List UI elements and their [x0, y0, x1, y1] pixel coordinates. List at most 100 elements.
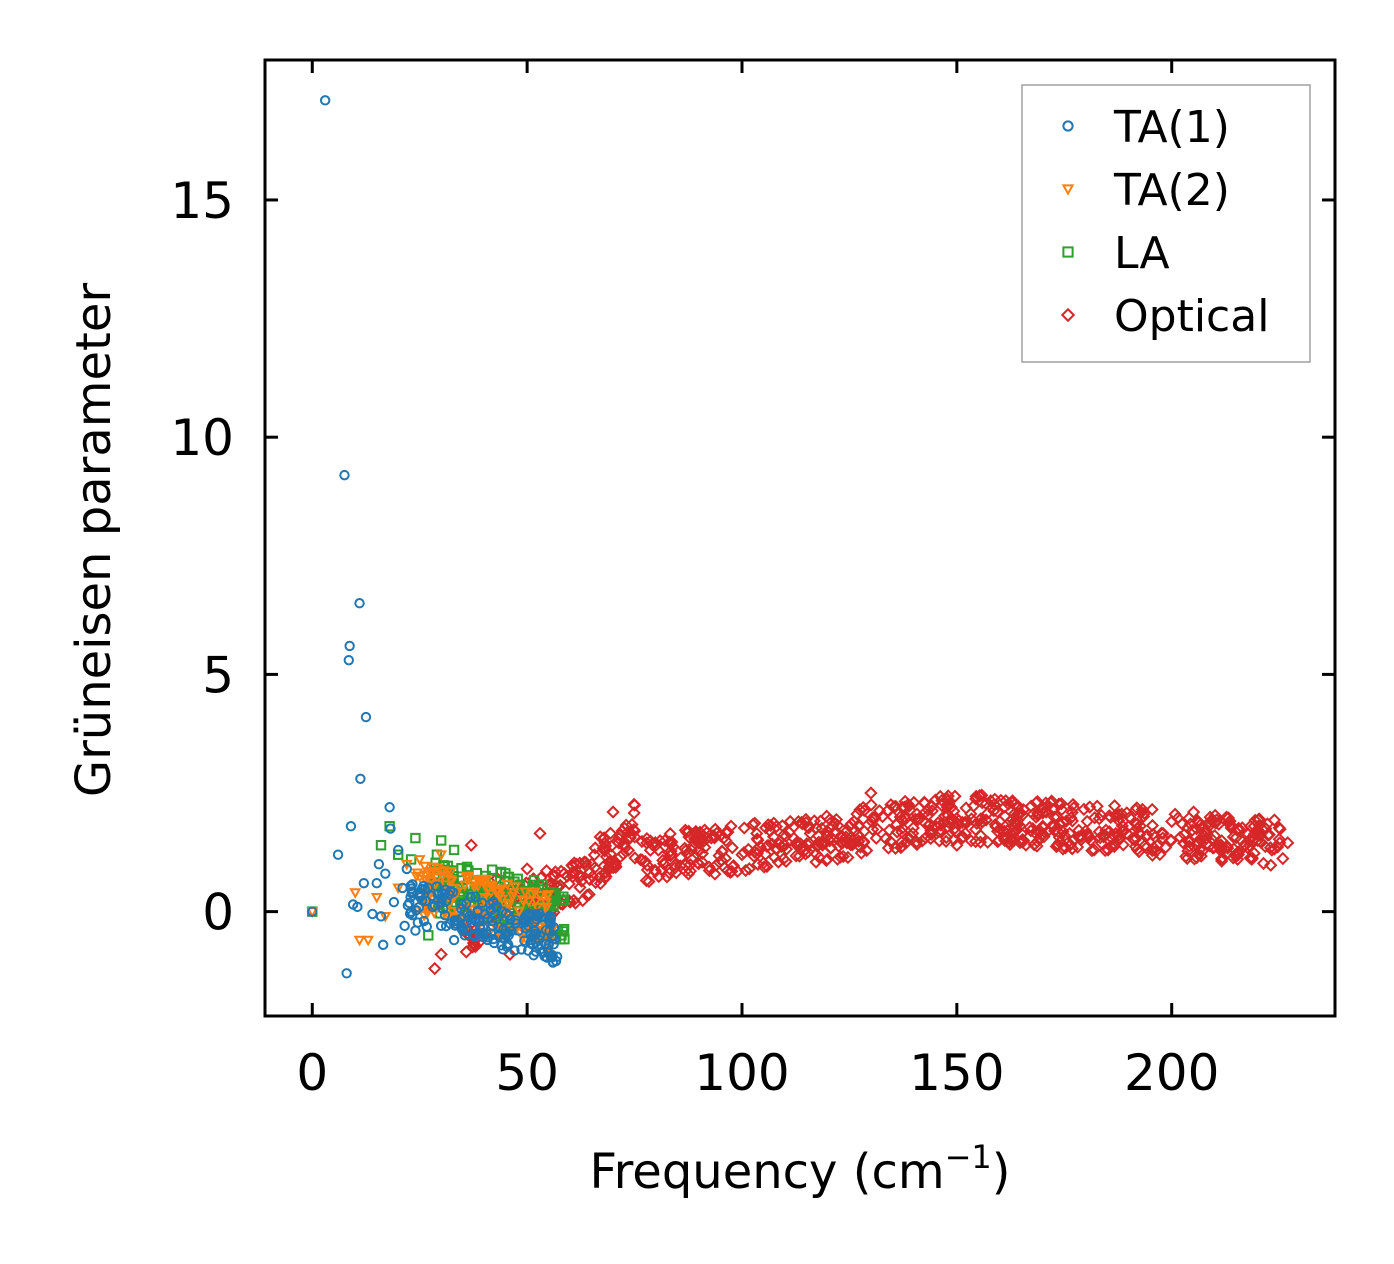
point-ta-2-	[467, 905, 480, 917]
legend-marker	[1060, 307, 1076, 323]
point-optical	[797, 844, 811, 858]
point-optical	[1253, 828, 1267, 843]
point-ta-1-	[480, 909, 491, 920]
point-ta-1-	[307, 906, 318, 917]
point-optical	[1267, 842, 1282, 856]
point-optical	[1219, 810, 1234, 824]
point-optical	[894, 835, 909, 849]
point-optical	[964, 807, 978, 821]
point-optical	[565, 858, 579, 873]
point-optical	[584, 857, 599, 871]
point-optical	[1196, 831, 1210, 845]
point-optical	[1108, 808, 1122, 823]
point-optical	[1010, 801, 1025, 815]
point-optical	[883, 834, 898, 849]
point-optical	[879, 831, 893, 846]
point-optical	[791, 815, 806, 829]
point-optical	[1087, 843, 1101, 857]
point-ta-1-	[551, 951, 563, 962]
point-optical	[836, 849, 850, 864]
point-optical	[1191, 847, 1205, 862]
point-optical	[990, 805, 1005, 819]
point-optical	[1027, 838, 1041, 852]
point-optical	[999, 794, 1013, 808]
point-optical	[895, 825, 909, 839]
point-la	[375, 840, 387, 851]
point-optical	[1182, 811, 1196, 825]
point-optical	[779, 854, 793, 869]
legend-label: TA(2)	[1113, 165, 1230, 216]
point-optical	[1135, 802, 1150, 817]
point-ta-2-	[540, 902, 553, 914]
point-optical	[1026, 822, 1040, 836]
point-optical	[566, 870, 580, 884]
point-optical	[1098, 843, 1112, 858]
point-optical	[1066, 797, 1080, 812]
point-optical	[587, 848, 602, 862]
point-ta-2-	[435, 850, 448, 861]
point-optical	[1122, 819, 1136, 833]
point-ta-1-	[474, 930, 486, 941]
point-ta-1-	[380, 868, 391, 879]
point-optical	[1193, 832, 1207, 847]
point-optical	[1158, 840, 1173, 855]
point-ta-1-	[401, 863, 413, 875]
point-optical	[1164, 833, 1179, 848]
point-optical	[909, 835, 924, 849]
point-optical	[924, 827, 939, 841]
point-optical	[1259, 822, 1273, 836]
point-optical	[1085, 843, 1099, 858]
point-optical	[893, 810, 907, 824]
point-ta-2-	[436, 871, 449, 883]
point-ta-1-	[503, 939, 514, 951]
point-la	[495, 867, 506, 879]
point-optical	[1049, 839, 1063, 854]
point-ta-1-	[544, 925, 555, 937]
point-optical	[1130, 842, 1144, 857]
point-optical	[1056, 815, 1070, 830]
point-ta-1-	[373, 858, 385, 870]
point-optical	[737, 821, 751, 835]
point-optical	[810, 839, 824, 853]
point-optical	[1267, 813, 1282, 827]
legend: TA(1) TA(2) LA Optical	[1021, 84, 1311, 363]
point-optical	[1221, 841, 1235, 855]
point-optical	[1079, 824, 1093, 838]
point-ta-1-	[332, 849, 344, 860]
point-optical	[725, 841, 739, 855]
point-optical	[984, 794, 998, 808]
point-ta-1-	[358, 877, 370, 889]
point-optical	[628, 830, 642, 844]
point-optical	[704, 831, 718, 845]
x-axis: 0 50 100 150 200	[296, 60, 1219, 1102]
point-optical	[627, 806, 641, 820]
point-optical	[735, 848, 749, 862]
point-optical	[917, 806, 932, 820]
point-ta-1-	[388, 896, 400, 908]
x-axis-title: Frequency (cm−1)	[589, 1138, 1010, 1200]
point-optical	[1156, 831, 1170, 845]
point-optical	[673, 851, 688, 865]
point-optical	[573, 856, 587, 870]
point-ta-2-	[379, 912, 392, 923]
legend-label: TA(1)	[1113, 102, 1230, 153]
point-optical	[730, 864, 745, 879]
series-ta-1-	[307, 95, 563, 979]
point-optical	[1016, 808, 1030, 822]
point-optical	[991, 834, 1005, 849]
point-optical	[1272, 821, 1286, 835]
point-ta-2-	[528, 887, 541, 899]
point-ta-1-	[426, 890, 438, 902]
point-optical	[1265, 843, 1279, 857]
point-optical	[988, 792, 1002, 806]
point-optical	[751, 833, 765, 847]
point-ta-1-	[487, 920, 498, 932]
point-ta-2-	[476, 876, 489, 888]
point-optical	[611, 836, 626, 850]
point-optical	[972, 813, 987, 827]
point-optical	[801, 845, 815, 859]
point-optical	[640, 858, 654, 872]
point-optical	[812, 850, 827, 865]
point-ta-1-	[439, 910, 451, 921]
y-tick-label: 15	[170, 172, 234, 230]
